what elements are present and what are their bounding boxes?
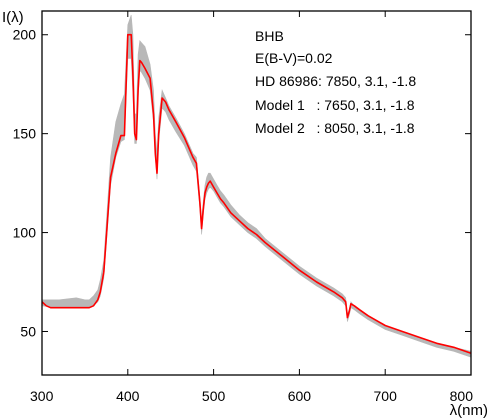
x-axis-title: λ(nm) bbox=[450, 402, 488, 419]
x-tick-label: 600 bbox=[288, 388, 312, 404]
observed-line-layer bbox=[41, 33, 472, 354]
y-tick-label: 200 bbox=[13, 27, 37, 43]
x-tick-label: 300 bbox=[30, 388, 54, 404]
ticks-layer bbox=[41, 11, 472, 375]
x-tick-label: 700 bbox=[374, 388, 398, 404]
x-tick-label: 400 bbox=[116, 388, 140, 404]
annotation-line: E(B-V)=0.02 bbox=[255, 50, 333, 66]
annotation-line: Model 1 : 7650, 3.1, -1.8 bbox=[255, 97, 415, 113]
y-axis-title: I(λ) bbox=[2, 9, 24, 26]
x-tick-label: 500 bbox=[202, 388, 226, 404]
y-tick-label: 50 bbox=[20, 323, 36, 339]
annotation-line: Model 2 : 8050, 3.1, -1.8 bbox=[255, 120, 415, 136]
y-tick-label: 150 bbox=[13, 126, 37, 142]
x-tick-label: 800 bbox=[450, 388, 474, 404]
y-tick-label: 100 bbox=[13, 225, 37, 241]
plot-frame bbox=[41, 10, 472, 376]
model-band-layer bbox=[41, 14, 472, 358]
observed-spectrum-line bbox=[41, 33, 472, 354]
model-band bbox=[41, 14, 472, 358]
annotation-line: BHB bbox=[255, 28, 284, 44]
annotation-line: HD 86986: 7850, 3.1, -1.8 bbox=[255, 73, 416, 89]
